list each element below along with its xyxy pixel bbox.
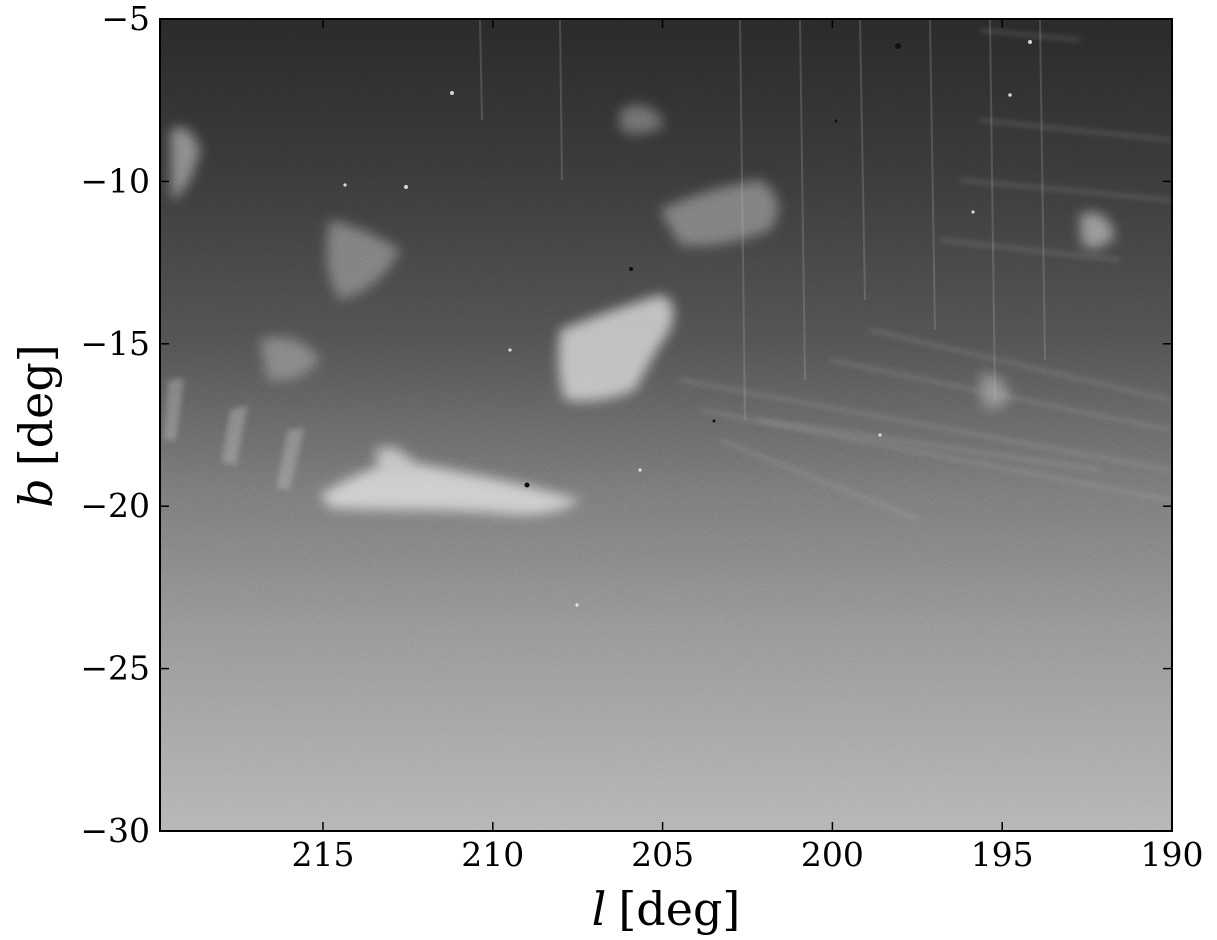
y-tick-label: −20	[80, 486, 150, 525]
x-tick-label: 200	[801, 835, 864, 874]
x-tick-label: 195	[971, 835, 1034, 874]
y-axis-ticks: −5 −10 −15 −20 −25 −30	[80, 0, 1172, 850]
y-tick-label: −25	[80, 649, 150, 688]
x-tick-label: 205	[631, 835, 694, 874]
y-axis-label: b[deg]	[9, 344, 63, 507]
x-axis-label: l [deg]	[592, 882, 741, 936]
y-tick-label: −30	[80, 811, 150, 850]
x-tick-label: 215	[292, 835, 355, 874]
sky-image	[160, 19, 1172, 831]
x-tick-label: 210	[461, 835, 524, 874]
x-axis-ticks: 215 210 205 200 195 190	[292, 19, 1204, 874]
x-tick-label: 190	[1141, 835, 1204, 874]
y-tick-label: −10	[80, 161, 150, 200]
y-tick-label: −5	[101, 0, 150, 38]
plot-frame	[159, 18, 1173, 832]
y-tick-label: −15	[80, 324, 150, 363]
